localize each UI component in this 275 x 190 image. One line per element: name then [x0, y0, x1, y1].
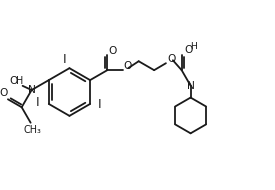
Text: O: O — [0, 88, 8, 98]
Text: N: N — [28, 85, 35, 95]
Text: N: N — [187, 81, 194, 91]
Text: CH₃: CH₃ — [24, 125, 42, 135]
Text: I: I — [36, 97, 40, 109]
Text: H: H — [16, 76, 23, 86]
Text: O: O — [108, 46, 116, 56]
Text: I: I — [98, 98, 102, 111]
Text: I: I — [63, 53, 66, 66]
Text: O: O — [10, 76, 18, 86]
Text: O: O — [123, 61, 131, 71]
Text: H: H — [190, 42, 197, 51]
Text: O: O — [168, 54, 176, 64]
Text: O: O — [185, 45, 193, 55]
